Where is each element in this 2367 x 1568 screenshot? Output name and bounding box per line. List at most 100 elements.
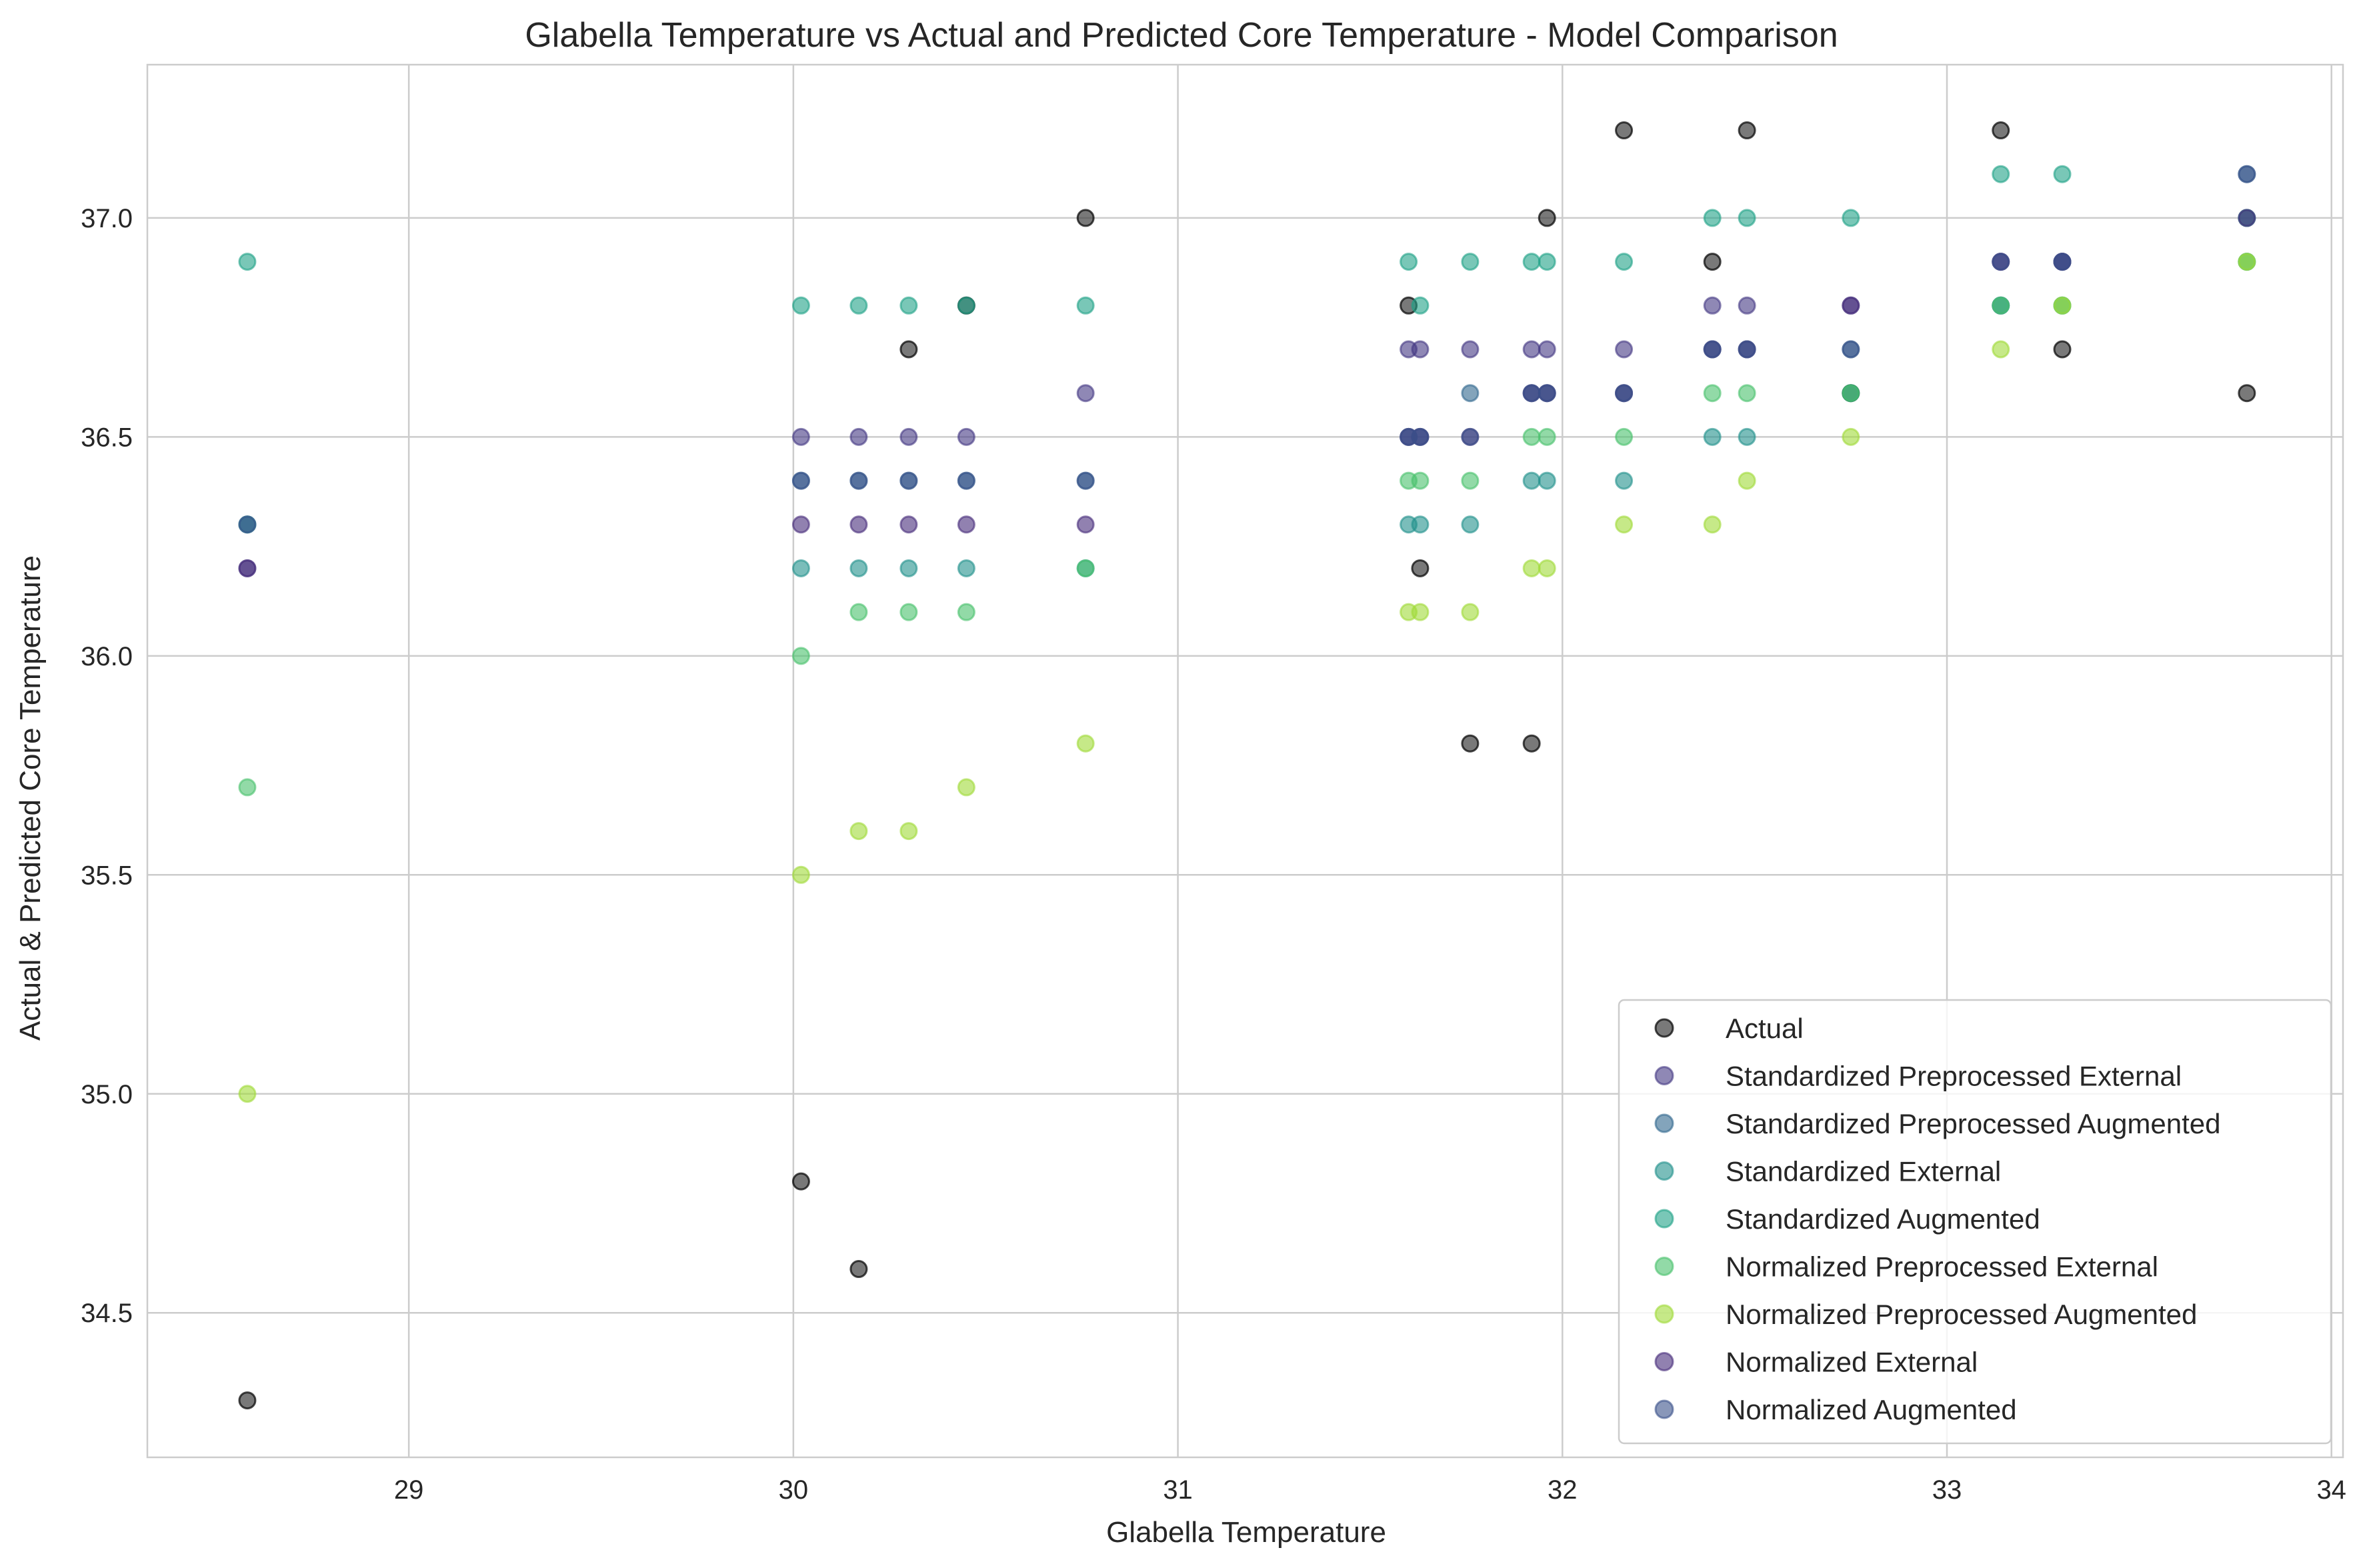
data-point xyxy=(2053,340,2072,359)
y-tick-label: 36.0 xyxy=(81,642,133,671)
data-point xyxy=(957,778,975,797)
series-group xyxy=(238,253,2256,1103)
data-point xyxy=(791,296,810,315)
data-point xyxy=(1738,427,1756,446)
data-point xyxy=(1538,471,1556,490)
chart-legend: Actual Standardized Preprocessed External… xyxy=(1618,999,2332,1445)
data-point xyxy=(1615,340,1634,359)
data-point xyxy=(1461,471,1480,490)
legend-label: Normalized Augmented xyxy=(1726,1394,2017,1425)
data-point xyxy=(1522,734,1541,753)
data-point xyxy=(1411,471,1430,490)
data-point xyxy=(899,559,918,577)
series-group xyxy=(238,253,2256,797)
data-point xyxy=(1461,427,1480,446)
x-axis-label: Glabella Temperature xyxy=(1106,1516,1386,1549)
data-point xyxy=(899,822,918,841)
x-tick-label: 31 xyxy=(1163,1475,1193,1505)
legend-box xyxy=(1618,999,2332,1445)
y-tick-label: 36.5 xyxy=(81,423,133,452)
data-point xyxy=(1076,296,1095,315)
data-point xyxy=(899,515,918,534)
data-point xyxy=(1992,165,2010,183)
data-point xyxy=(957,427,975,446)
data-point xyxy=(1703,427,1722,446)
data-point xyxy=(1992,121,2010,140)
data-point xyxy=(849,1260,868,1279)
data-point xyxy=(1522,427,1541,446)
data-point xyxy=(1076,734,1095,753)
data-point xyxy=(1461,384,1480,403)
data-point xyxy=(2238,384,2256,403)
data-point xyxy=(1703,515,1722,534)
x-tick-label: 33 xyxy=(1932,1475,1962,1505)
data-point xyxy=(1411,603,1430,621)
data-point xyxy=(238,778,257,797)
data-point xyxy=(1703,340,1722,359)
data-point xyxy=(849,822,868,841)
data-point xyxy=(1615,427,1634,446)
data-point xyxy=(849,603,868,621)
data-point xyxy=(1992,253,2010,271)
data-point xyxy=(1992,296,2010,315)
data-point xyxy=(849,296,868,315)
series-group xyxy=(238,253,2256,577)
series-group xyxy=(238,165,2256,534)
data-point xyxy=(791,1172,810,1191)
legend-marker xyxy=(1654,1161,1674,1181)
data-point xyxy=(1522,340,1541,359)
data-point xyxy=(899,296,918,315)
data-point xyxy=(1076,559,1095,577)
x-tick-label: 32 xyxy=(1548,1475,1578,1505)
data-point xyxy=(238,253,257,271)
legend-label: Standardized Preprocessed External xyxy=(1726,1061,2182,1092)
data-point xyxy=(1461,340,1480,359)
data-point xyxy=(1992,340,2010,359)
legend-items: Actual Standardized Preprocessed External… xyxy=(1654,1013,2221,1425)
data-point xyxy=(1738,296,1756,315)
legend-label: Actual xyxy=(1726,1013,1804,1044)
series-group xyxy=(238,165,2256,534)
series-group xyxy=(238,209,2256,577)
data-point xyxy=(1538,253,1556,271)
data-point xyxy=(1411,296,1430,315)
data-point xyxy=(1842,209,1860,227)
y-tick-label: 35.0 xyxy=(81,1080,133,1109)
data-point xyxy=(1703,384,1722,403)
data-points xyxy=(238,121,2256,1410)
data-point xyxy=(2053,253,2072,271)
data-point xyxy=(1738,209,1756,227)
legend-label: Standardized Augmented xyxy=(1726,1203,2040,1235)
data-point xyxy=(791,647,810,665)
data-point xyxy=(957,515,975,534)
data-point xyxy=(2053,165,2072,183)
grid-lines xyxy=(147,65,2343,1457)
y-tick-label: 37.0 xyxy=(81,204,133,233)
data-point xyxy=(1522,559,1541,577)
data-point xyxy=(791,515,810,534)
data-point xyxy=(1842,384,1860,403)
data-point xyxy=(238,515,257,534)
data-point xyxy=(1842,427,1860,446)
legend-marker xyxy=(1654,1399,1674,1419)
data-point xyxy=(1703,209,1722,227)
plot-frame xyxy=(146,63,2344,1459)
data-point xyxy=(899,427,918,446)
data-point xyxy=(791,559,810,577)
data-point xyxy=(1615,384,1634,403)
data-point xyxy=(791,471,810,490)
data-point xyxy=(957,603,975,621)
data-point xyxy=(2053,296,2072,315)
data-point xyxy=(1738,121,1756,140)
data-point xyxy=(1615,253,1634,271)
data-point xyxy=(899,340,918,359)
legend-label: Normalized Preprocessed External xyxy=(1726,1251,2158,1283)
data-point xyxy=(1411,340,1430,359)
data-point xyxy=(1538,384,1556,403)
data-point xyxy=(1703,253,1722,271)
data-point xyxy=(238,1391,257,1410)
axis-ticks: 29 30 31 32 33 34 34.5 35.0 35.5 36.0 36.5 37.0 xyxy=(81,204,2346,1505)
data-point xyxy=(1538,559,1556,577)
data-point xyxy=(899,603,918,621)
data-point xyxy=(238,1085,257,1103)
